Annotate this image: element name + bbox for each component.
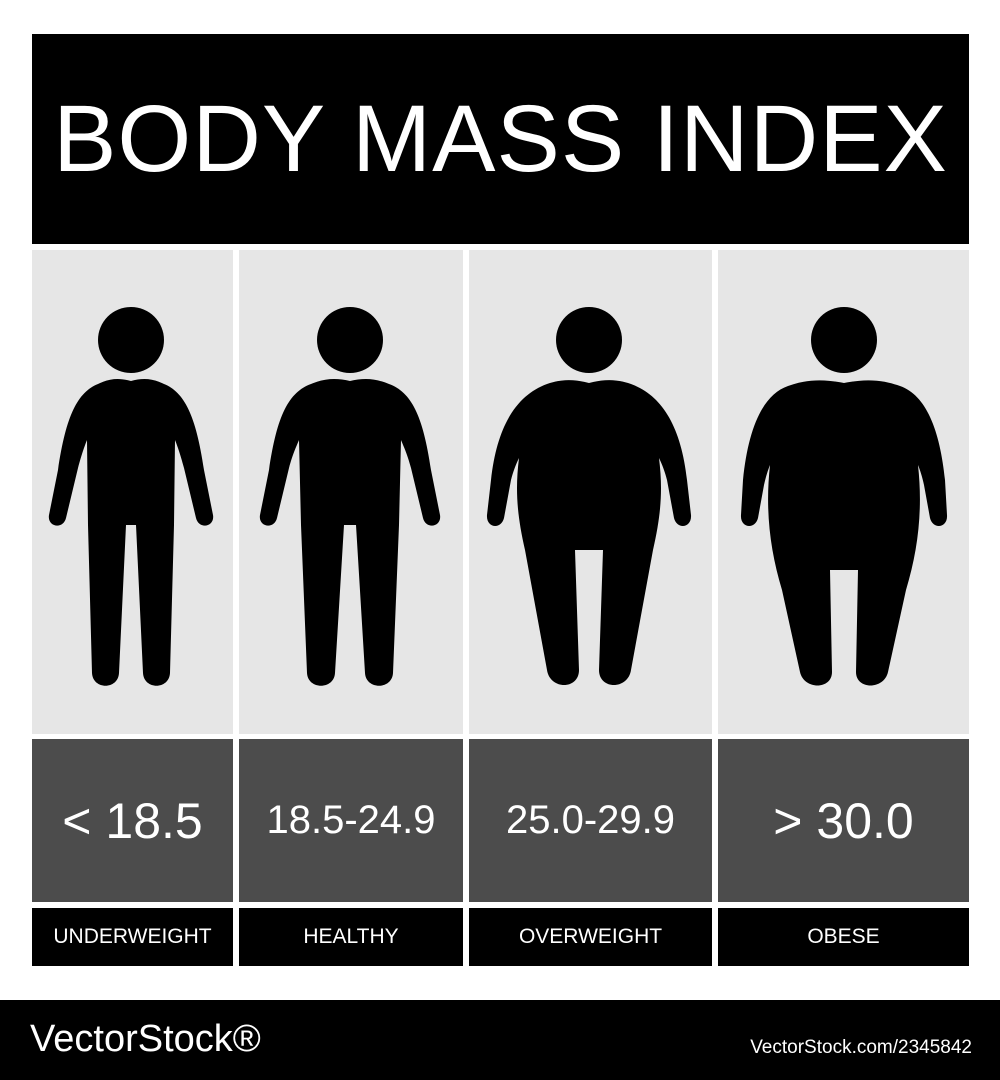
- bmi-range: 18.5-24.9: [266, 798, 436, 842]
- obese-person-icon: [740, 307, 948, 686]
- watermark-footer: VectorStock® VectorStock.com/2345842: [0, 1000, 1000, 1080]
- bmi-range: < 18.5: [62, 792, 203, 849]
- category-label: HEALTHY: [303, 925, 399, 948]
- figure-panel-obese: [718, 250, 969, 734]
- figure-panel-underweight: [32, 250, 233, 734]
- thin-person-icon: [48, 307, 214, 686]
- page-title: BODY MASS INDEX: [53, 85, 948, 192]
- label-panel-obese: OBESE: [718, 908, 969, 966]
- category-label: OVERWEIGHT: [518, 925, 663, 948]
- range-panel-underweight: < 18.5: [32, 739, 233, 902]
- overweight-person-icon: [486, 307, 692, 685]
- category-label: UNDERWEIGHT: [53, 925, 212, 948]
- label-panel-overweight: OVERWEIGHT: [469, 908, 712, 966]
- title-banner: BODY MASS INDEX: [32, 34, 969, 244]
- normal-person-icon: [259, 307, 441, 686]
- bmi-range: > 30.0: [773, 792, 914, 849]
- range-panel-overweight: 25.0-29.9: [469, 739, 712, 902]
- image-id-text: VectorStock.com/2345842: [750, 1037, 972, 1058]
- figure-panel-overweight: [469, 250, 712, 734]
- label-panel-healthy: HEALTHY: [239, 908, 463, 966]
- figure-panel-healthy: [239, 250, 463, 734]
- category-label: OBESE: [807, 925, 880, 948]
- bmi-range: 25.0-29.9: [505, 798, 676, 842]
- range-panel-healthy: 18.5-24.9: [239, 739, 463, 902]
- range-panel-obese: > 30.0: [718, 739, 969, 902]
- vectorstock-logo: VectorStock®: [30, 1018, 261, 1060]
- label-panel-underweight: UNDERWEIGHT: [32, 908, 233, 966]
